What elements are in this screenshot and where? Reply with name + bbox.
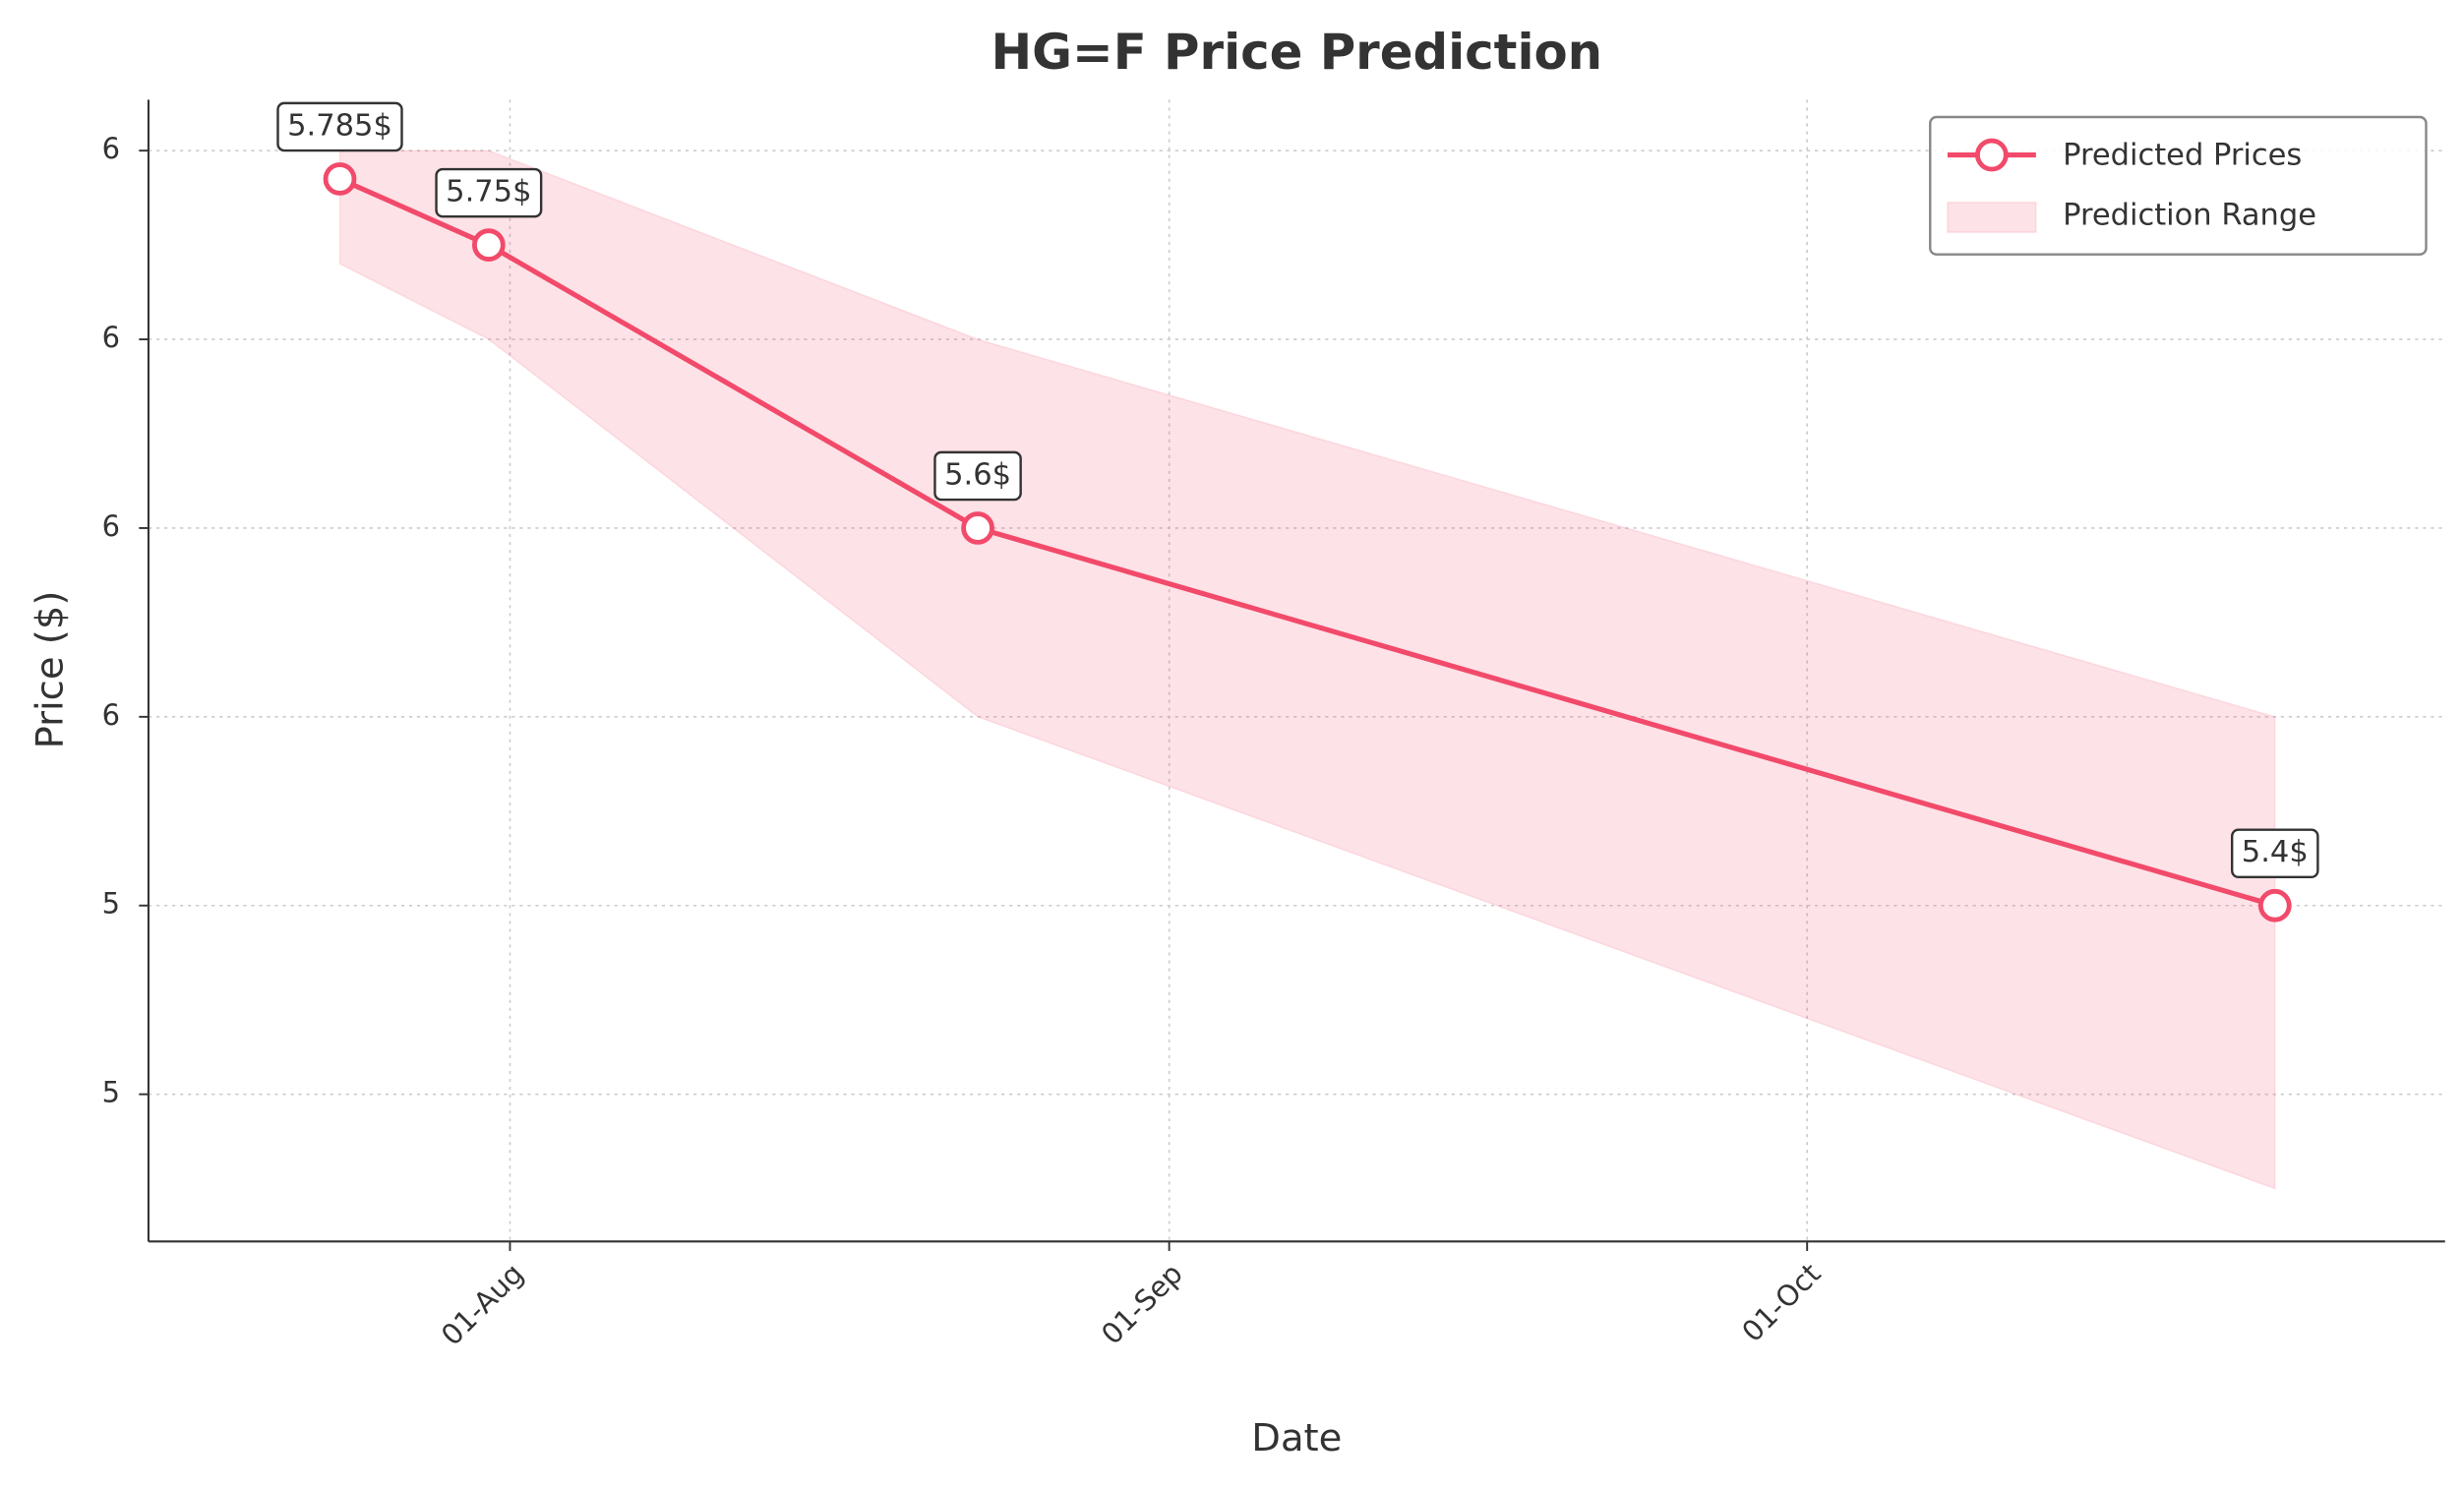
- value-annotation: 5.785$: [276, 101, 403, 152]
- value-label: 5.785$: [287, 108, 392, 143]
- value-annotation: 5.75$: [435, 167, 543, 218]
- value-annotation: 5.4$: [2230, 828, 2319, 879]
- y-tick-label: 6: [102, 698, 120, 732]
- legend-marker: [1975, 138, 2009, 172]
- x-tick-label: 01-Oct: [1735, 1257, 1827, 1348]
- y-tick-label: 5: [102, 887, 120, 921]
- legend-label: Prediction Range: [2063, 199, 2316, 233]
- value-label: 5.4$: [2242, 835, 2309, 869]
- price-point: [2257, 888, 2292, 923]
- value-annotation: 5.6$: [933, 450, 1022, 502]
- chart-title: HG=F Price Prediction: [992, 24, 1603, 81]
- x-tick-label: 01-Sep: [1095, 1257, 1189, 1351]
- price-point: [471, 228, 506, 262]
- y-tick-label: 5: [102, 1076, 120, 1109]
- annotation-box: [435, 167, 543, 218]
- legend-patch: [1947, 201, 2037, 234]
- legend-frame: [1929, 115, 2428, 256]
- value-label: 5.6$: [944, 457, 1011, 492]
- prediction-range: [338, 149, 2276, 1190]
- annotation-box: [2230, 828, 2319, 879]
- annotation-box: [276, 101, 403, 152]
- y-axis-label: Price ($): [28, 591, 72, 749]
- legend-label: Predicted Prices: [2063, 139, 2302, 173]
- x-axis-label: Date: [1251, 1416, 1342, 1460]
- value-label: 5.75$: [446, 175, 531, 209]
- annotation-box: [933, 450, 1022, 502]
- price-point: [323, 162, 357, 196]
- y-tick-label: 6: [102, 132, 120, 165]
- y-tick-label: 6: [102, 321, 120, 354]
- x-tick-label: 01-Aug: [435, 1257, 530, 1352]
- y-tick-label: 6: [102, 509, 120, 543]
- legend: Predicted Prices Prediction Range: [1929, 115, 2428, 256]
- price-point: [961, 511, 994, 545]
- price-line: [338, 176, 2276, 909]
